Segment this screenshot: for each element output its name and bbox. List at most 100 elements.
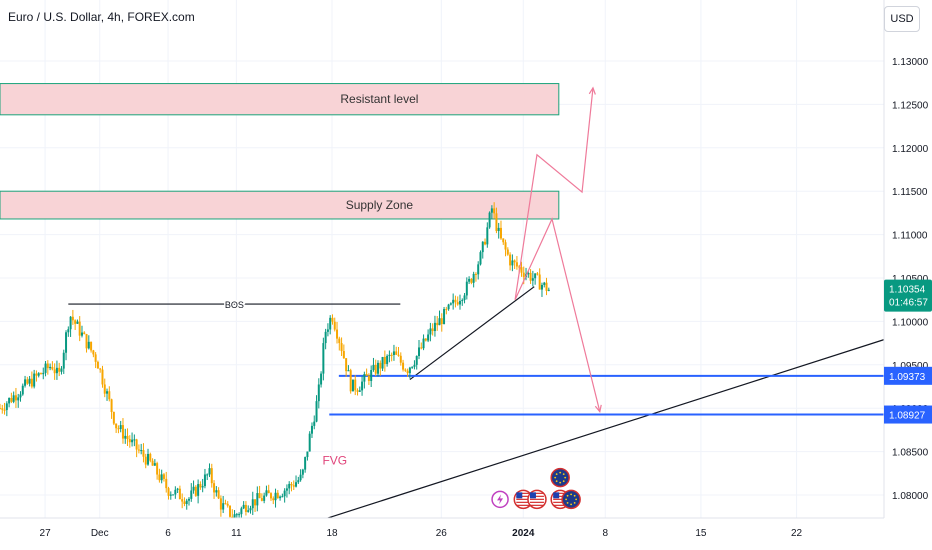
candle-up: [531, 278, 534, 281]
candle-down: [484, 241, 487, 245]
candle-down: [194, 486, 197, 496]
candle-down: [142, 450, 145, 457]
candle-down: [345, 358, 348, 372]
candle-down: [445, 309, 448, 311]
projection-arrowhead: [588, 86, 596, 95]
eu-flag-star: [564, 476, 567, 479]
eu-flag-star: [575, 498, 578, 501]
eu-flag-star: [565, 498, 568, 501]
eu-flag-star: [555, 473, 558, 476]
candle-down: [158, 474, 161, 481]
candle-up: [415, 355, 418, 365]
candle-down: [165, 478, 168, 489]
candle-up: [176, 488, 179, 490]
x-tick-label: 8: [602, 528, 608, 539]
eu-flag-star: [570, 493, 573, 496]
candle-down: [199, 484, 202, 488]
candle-up: [131, 439, 134, 443]
candle-down: [254, 499, 257, 506]
candle-down: [431, 328, 434, 332]
candle-down: [10, 397, 13, 402]
price-axis-bg: [884, 0, 932, 550]
projection-path: [514, 87, 594, 300]
candle-down: [331, 317, 334, 322]
candle-down: [228, 505, 231, 517]
candle-up: [413, 364, 416, 367]
candle-up: [174, 489, 177, 495]
candle-down: [162, 474, 165, 479]
candle-up: [308, 433, 311, 452]
candle-down: [115, 423, 118, 429]
eu-flag-icon: [561, 489, 581, 510]
zone-rect: [0, 190, 560, 220]
candle-up: [233, 514, 236, 518]
flash-icon-bolt: [497, 494, 504, 505]
candle-up: [452, 299, 455, 304]
candle-up: [324, 331, 327, 344]
candle-down: [504, 242, 507, 250]
candle-up: [481, 241, 484, 253]
candle-up: [235, 514, 238, 516]
candle-up: [326, 329, 329, 332]
x-tick-label: 6: [165, 528, 171, 539]
candle-up: [315, 401, 318, 422]
candle-up: [49, 366, 52, 369]
candle-down: [226, 503, 229, 506]
candle-up: [106, 391, 109, 394]
candle-down: [219, 498, 222, 510]
candle-down: [117, 428, 120, 430]
candle-down: [1, 408, 4, 410]
candle-up: [313, 421, 316, 426]
candle-down: [74, 320, 77, 324]
candle-up: [140, 450, 143, 452]
candle-up: [443, 309, 446, 325]
candle-up: [215, 490, 218, 493]
candle-down: [399, 355, 402, 363]
candle-down: [181, 499, 184, 502]
y-tick-label: 1.13000: [892, 57, 929, 68]
candle-up: [188, 498, 191, 501]
candle-up: [281, 496, 284, 498]
candle-up: [37, 373, 40, 376]
candle-up: [288, 483, 291, 489]
candle-down: [349, 370, 352, 392]
candle-down: [149, 453, 152, 461]
candle-down: [110, 399, 113, 413]
candle-down: [213, 483, 216, 493]
candle-down: [529, 272, 532, 281]
candle-up: [418, 347, 421, 356]
candle-up: [147, 453, 150, 465]
candle-up: [388, 354, 391, 356]
y-tick-label: 1.12000: [892, 144, 929, 155]
candle-up: [540, 284, 543, 290]
candle-down: [71, 316, 74, 321]
zone-label: Resistant level: [340, 92, 418, 106]
candle-down: [224, 503, 227, 505]
candle-down: [217, 490, 220, 499]
candle-up: [76, 321, 79, 324]
y-tick-label: 1.11000: [892, 231, 928, 242]
candle-down: [454, 299, 457, 303]
eu-flag-ring: [550, 467, 570, 488]
y-tick-label: 1.09500: [892, 361, 929, 372]
candle-up: [185, 500, 188, 504]
candle-down: [3, 409, 6, 411]
candle-up: [169, 494, 172, 496]
candle-down: [244, 504, 247, 512]
candle-down: [78, 321, 81, 336]
candle-up: [208, 468, 211, 475]
currency-button[interactable]: USD: [884, 6, 920, 32]
eu-flag-star: [562, 480, 565, 483]
candle-down: [522, 272, 525, 277]
symbol-title: Euro / U.S. Dollar, 4h, FOREX.com: [8, 10, 195, 24]
zone-label: Supply Zone: [346, 198, 414, 212]
candle-down: [499, 227, 502, 239]
y-tick-label: 1.11500: [892, 187, 928, 198]
candle-up: [203, 474, 206, 487]
x-tick-label: 27: [40, 528, 52, 539]
candle-down: [456, 302, 459, 305]
candle-up: [320, 373, 323, 385]
candle-up: [386, 355, 389, 364]
